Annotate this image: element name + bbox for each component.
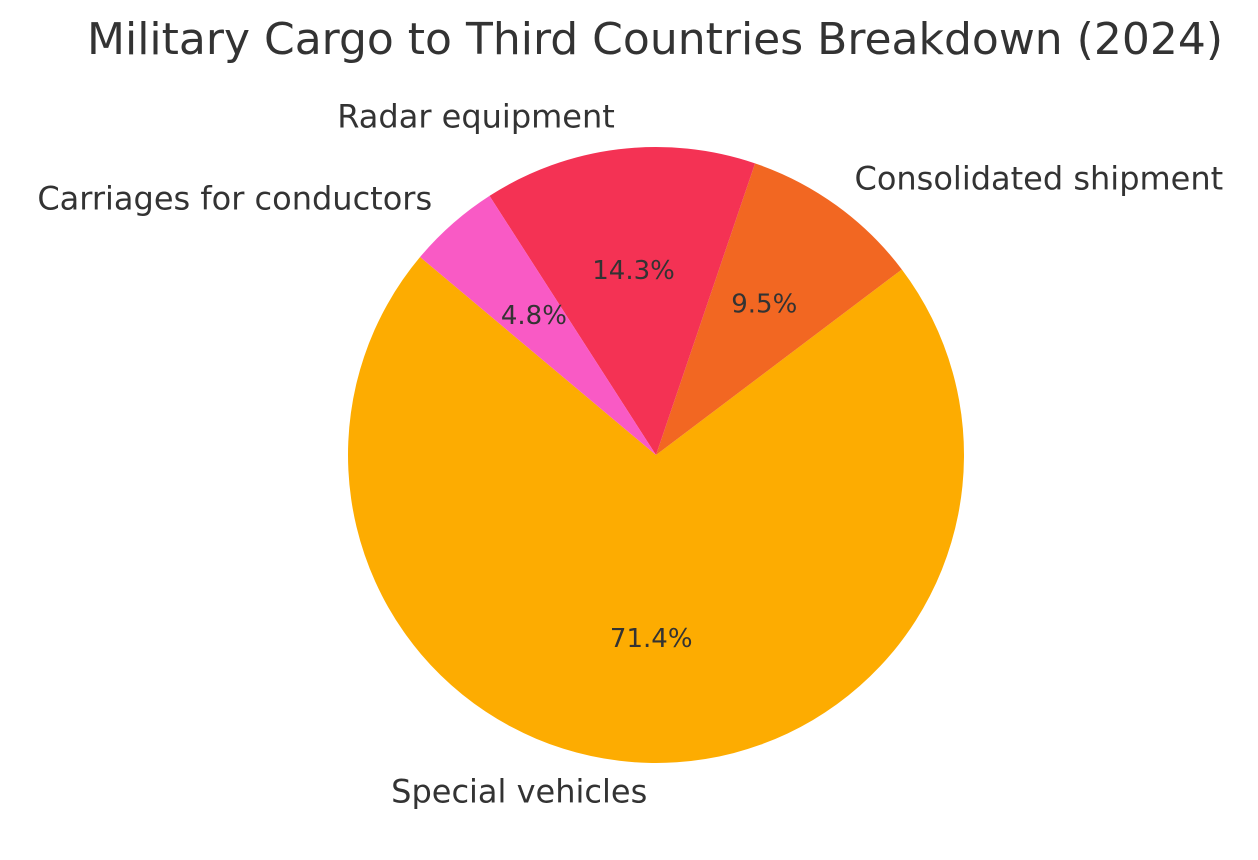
pie-percent-label: 4.8% <box>501 301 567 331</box>
pie-category-label: Carriages for conductors <box>37 180 432 218</box>
pie-slice-carriages-for-conductors <box>420 195 656 455</box>
pie-percent-label: 71.4% <box>610 624 693 654</box>
pie-percent-label: 9.5% <box>731 290 797 320</box>
pie-slice-consolidated-shipment <box>656 163 902 456</box>
pie-category-label: Special vehicles <box>391 773 647 811</box>
pie-percent-label: 14.3% <box>592 256 675 286</box>
chart-title: Military Cargo to Third Countries Breakd… <box>87 14 1223 65</box>
pie-slices <box>347 147 965 763</box>
pie-labels: 71.4% Special vehicles 9.5% Consolidated sh… <box>37 98 1223 811</box>
pie-category-label: Radar equipment <box>337 98 615 136</box>
pie-slice-special-vehicles <box>347 257 965 763</box>
pie-category-label: Consolidated shipment <box>854 159 1223 197</box>
pie-slice-radar-equipment <box>489 147 756 455</box>
